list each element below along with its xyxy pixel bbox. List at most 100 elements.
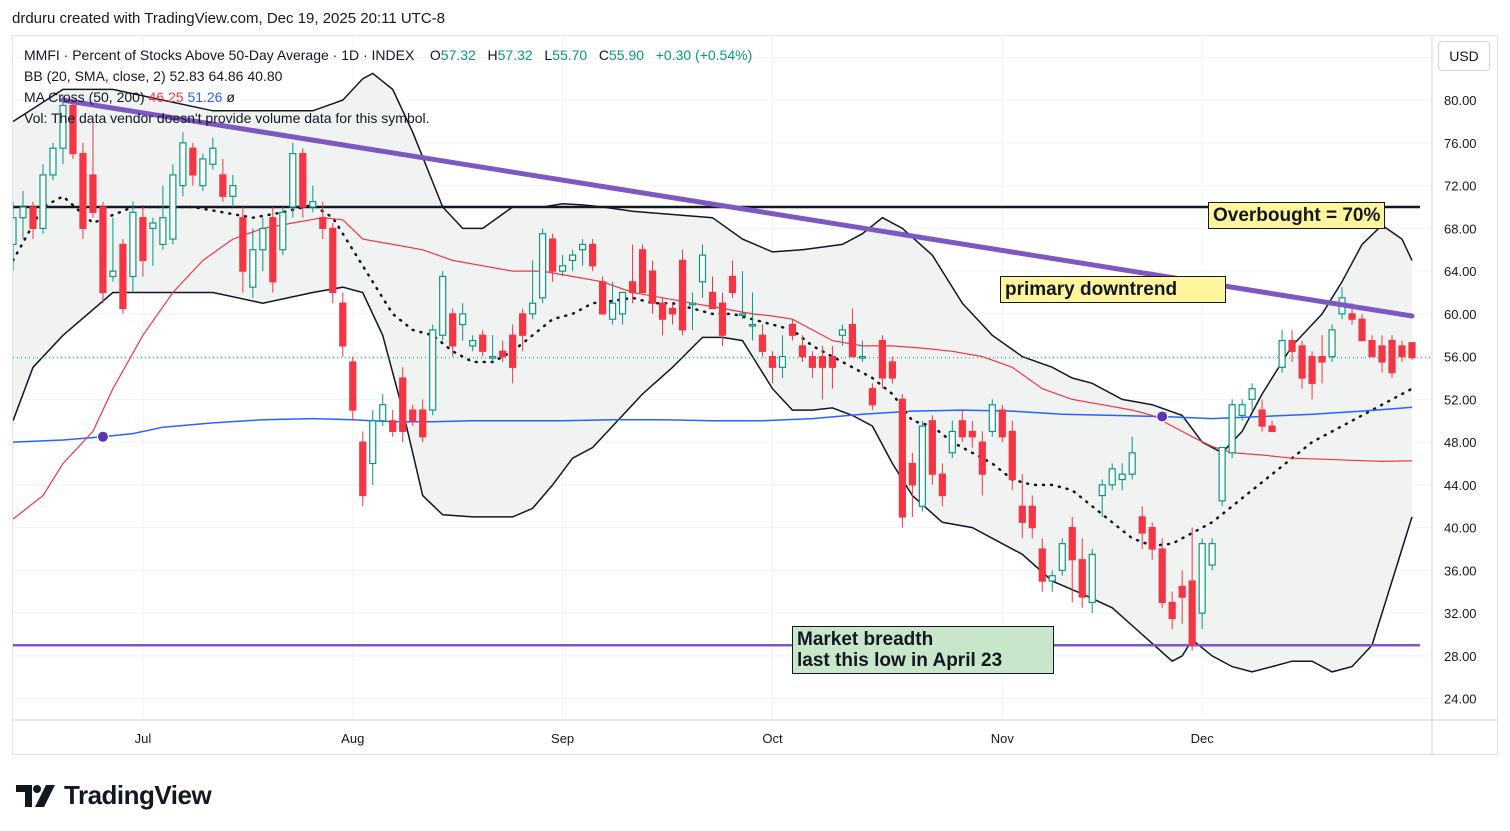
candle-down xyxy=(1148,527,1156,550)
chart-legend: MMFI · Percent of Stocks Above 50-Day Av… xyxy=(24,45,752,129)
candle-up xyxy=(1088,553,1096,604)
candle-down xyxy=(978,441,986,475)
candle-down xyxy=(319,217,327,229)
y-tick-label: 56.00 xyxy=(1444,350,1477,365)
candle-up xyxy=(578,243,587,251)
y-tick-label: 24.00 xyxy=(1444,692,1477,707)
candle-down xyxy=(1368,339,1376,358)
candle-down xyxy=(349,361,357,411)
candle-up xyxy=(778,356,787,368)
currency-button[interactable]: USD xyxy=(1438,41,1490,71)
candle-down xyxy=(339,302,347,347)
candle-down xyxy=(1298,345,1306,379)
x-tick-label: Dec xyxy=(1191,731,1215,746)
candle-down xyxy=(299,152,307,208)
candle-up xyxy=(39,174,47,229)
candle-up xyxy=(529,302,537,315)
legend-close-label: C xyxy=(598,47,609,63)
candle-up xyxy=(489,356,497,359)
candle-up xyxy=(199,158,207,187)
candle-down xyxy=(1308,356,1316,384)
candle-up xyxy=(618,291,627,315)
candle-down xyxy=(509,334,517,368)
candle-down xyxy=(1068,527,1076,561)
ma-cross-marker xyxy=(1156,410,1169,423)
candle-down xyxy=(598,281,607,315)
candle-down xyxy=(1028,505,1036,529)
plot-pane xyxy=(13,72,1432,673)
legend-close: 55.90 xyxy=(609,47,645,63)
candle-down xyxy=(479,334,487,352)
legend-open: 57.32 xyxy=(440,47,476,63)
candle-up xyxy=(59,104,67,149)
breadth-note-line2: last this low in April 23 xyxy=(797,650,1003,671)
candle-up xyxy=(289,152,297,208)
bollinger-band-fill xyxy=(13,73,1412,672)
candle-down xyxy=(1168,601,1176,620)
y-tick-label: 40.00 xyxy=(1444,521,1477,536)
candle-down xyxy=(1288,339,1296,352)
candle-down xyxy=(758,334,767,352)
candle-down xyxy=(1158,548,1166,604)
candle-down xyxy=(119,243,127,310)
candle-up xyxy=(129,211,137,278)
y-tick-label: 28.00 xyxy=(1444,649,1477,664)
tradingview-logo-text: TradingView xyxy=(64,780,212,810)
y-tick-label: 72.00 xyxy=(1444,179,1477,194)
candle-down xyxy=(998,409,1006,438)
candle-down xyxy=(938,473,946,497)
x-tick-label: Sep xyxy=(551,731,574,746)
candle-up xyxy=(49,147,57,176)
candle-down xyxy=(818,356,827,368)
y-tick-label: 48.00 xyxy=(1444,435,1477,450)
candle-down xyxy=(219,174,227,197)
candle-down xyxy=(958,420,966,438)
candle-down xyxy=(1398,345,1406,358)
candle-down xyxy=(1378,345,1386,363)
downtrend-note: primary downtrend xyxy=(1000,276,1226,303)
candle-up xyxy=(309,201,317,208)
candle-down xyxy=(668,307,677,315)
candle-down xyxy=(99,206,107,294)
candle-up xyxy=(379,404,387,422)
legend-ma50: 46.25 xyxy=(148,89,184,105)
candle-down xyxy=(69,104,77,155)
candle-down xyxy=(888,361,896,379)
candle-up xyxy=(688,302,697,306)
candle-up xyxy=(1118,473,1126,481)
ma50-line xyxy=(13,217,1413,520)
candle-up xyxy=(459,313,467,326)
legend-open-label: O xyxy=(429,47,441,63)
legend-bb-up: 64.86 xyxy=(208,68,244,84)
candle-down xyxy=(329,227,337,294)
candle-down xyxy=(638,249,647,294)
candle-up xyxy=(539,233,547,299)
candle-up xyxy=(858,356,866,359)
candle-down xyxy=(968,430,976,438)
candle-up xyxy=(1098,484,1106,497)
candle-down xyxy=(1258,409,1266,427)
candle-down xyxy=(828,356,837,368)
candle-up xyxy=(748,323,757,327)
breadth-note-line1: Market breadth xyxy=(797,629,934,650)
candle-up xyxy=(1218,446,1226,502)
y-tick-label: 52.00 xyxy=(1444,392,1477,407)
candle-up xyxy=(249,249,257,288)
candle-down xyxy=(1078,559,1086,598)
candle-down xyxy=(359,441,367,497)
candle-down xyxy=(409,409,417,422)
candle-up xyxy=(259,227,267,251)
candle-up xyxy=(429,329,437,411)
legend-bb-mid: 52.83 xyxy=(169,68,205,84)
candle-up xyxy=(1058,543,1066,571)
legend-ma-label: MA Cross (50, 200) xyxy=(24,89,145,105)
candle-up xyxy=(1048,575,1056,582)
legend-bb-low: 40.80 xyxy=(247,68,283,84)
tradingview-logo[interactable]: TradingView xyxy=(16,780,212,811)
candle-up xyxy=(439,275,447,336)
candle-down xyxy=(628,281,637,294)
candle-up xyxy=(149,222,157,229)
candle-down xyxy=(189,147,197,176)
y-tick-label: 32.00 xyxy=(1444,606,1477,621)
